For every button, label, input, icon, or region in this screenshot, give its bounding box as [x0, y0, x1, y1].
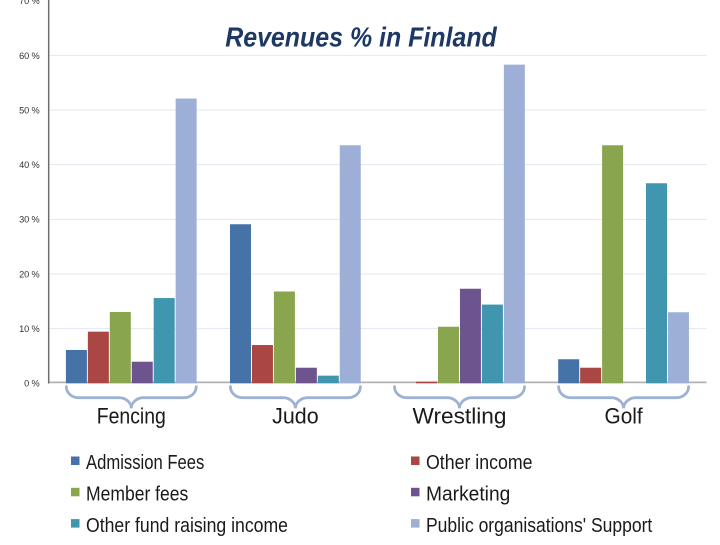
svg-text:Member fees: Member fees	[86, 484, 188, 506]
svg-text:70 %: 70 %	[19, 0, 39, 6]
svg-text:60 %: 60 %	[19, 51, 39, 61]
svg-text:Judo: Judo	[272, 403, 319, 428]
svg-text:40 %: 40 %	[19, 160, 39, 170]
svg-text:Admission Fees: Admission Fees	[86, 452, 204, 474]
svg-text:Public organisations' Support: Public organisations' Support	[426, 515, 653, 537]
svg-text:Fencing: Fencing	[97, 403, 166, 428]
svg-text:0 %: 0 %	[24, 379, 39, 389]
svg-text:Revenues % in Finland: Revenues % in Finland	[225, 21, 497, 52]
svg-text:Wrestling: Wrestling	[413, 403, 507, 428]
svg-text:50 %: 50 %	[19, 105, 39, 115]
svg-text:20 %: 20 %	[19, 269, 39, 279]
svg-text:Other income: Other income	[426, 452, 533, 474]
svg-text:Other fund raising income: Other fund raising income	[86, 515, 288, 537]
svg-text:10 %: 10 %	[19, 324, 39, 334]
svg-text:30 %: 30 %	[19, 215, 39, 225]
svg-text:Marketing: Marketing	[426, 484, 510, 506]
svg-text:Golf: Golf	[605, 403, 644, 428]
